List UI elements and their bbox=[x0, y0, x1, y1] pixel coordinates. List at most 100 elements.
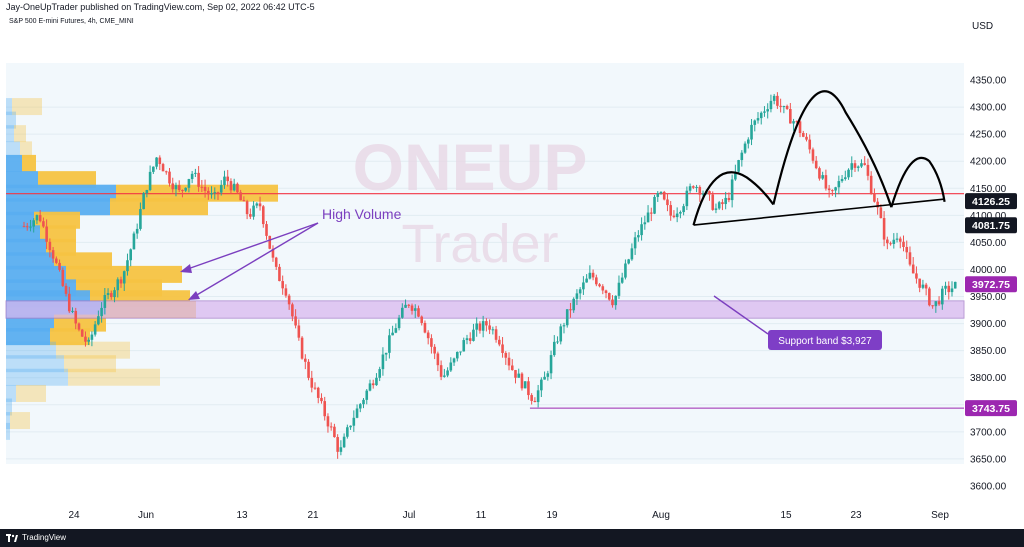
candle-body-5270 bbox=[223, 176, 226, 186]
candle-body-19550 bbox=[766, 109, 769, 112]
candle-body-11815 bbox=[472, 329, 475, 341]
candle-body-17680 bbox=[695, 186, 698, 188]
candle-body-23290 bbox=[908, 252, 912, 265]
candle-body-20825 bbox=[814, 160, 818, 169]
candle-body-22270 bbox=[869, 175, 873, 194]
candle-body-21590 bbox=[844, 177, 847, 179]
candle-body-595 bbox=[45, 226, 48, 242]
time-axis[interactable]: 24 Jun 13 21 Jul 11 19 Aug 15 23 Sep bbox=[68, 510, 949, 521]
candle-body-85 bbox=[25, 226, 29, 228]
candle-body-15725 bbox=[620, 277, 624, 283]
candle-body-23460 bbox=[915, 273, 918, 279]
candle-body-18700 bbox=[734, 171, 737, 180]
price-label-3: 3743.75 bbox=[972, 403, 1010, 415]
candle-body-15810 bbox=[624, 263, 627, 278]
candle-body-14195 bbox=[562, 325, 566, 327]
candle-body-3060 bbox=[139, 209, 142, 229]
candle-body-6120 bbox=[255, 203, 259, 206]
watermark-trader: Trader bbox=[401, 214, 558, 274]
candle-body-8925 bbox=[362, 399, 365, 405]
candle-body-4930 bbox=[210, 193, 213, 195]
y-tick-2: 4250.00 bbox=[970, 130, 1007, 141]
candle-body-5695 bbox=[239, 192, 242, 201]
candle-body-9945 bbox=[401, 307, 404, 318]
candle-body-11305 bbox=[452, 358, 456, 363]
candle-body-22440 bbox=[876, 201, 879, 208]
candle-body-19295 bbox=[756, 118, 760, 121]
price-axis[interactable]: USD4350.004300.004250.004200.004150.0041… bbox=[970, 21, 1007, 493]
candle-body-17170 bbox=[675, 213, 679, 218]
candle-body-510 bbox=[42, 221, 45, 227]
candle-body-14535 bbox=[575, 293, 579, 299]
candle-body-255 bbox=[32, 220, 36, 227]
candle-body-1190 bbox=[67, 293, 71, 312]
candle-body-20400 bbox=[798, 121, 802, 134]
price-label-bg-2 bbox=[965, 276, 1017, 293]
candle-body-10455 bbox=[420, 316, 424, 323]
candle-body-1955 bbox=[97, 316, 100, 325]
volume-bar-yellow-5 bbox=[38, 171, 96, 189]
volume-bar-blue-4 bbox=[6, 154, 22, 172]
volume-bar-yellow-9 bbox=[40, 225, 76, 243]
candle-body-22015 bbox=[860, 163, 863, 167]
volume-bar-yellow-11 bbox=[54, 252, 112, 270]
candle-body-5015 bbox=[213, 192, 217, 194]
y-tick-0: 4350.00 bbox=[970, 76, 1007, 87]
candle-body-23715 bbox=[924, 284, 928, 289]
candle-body-8245 bbox=[336, 437, 339, 452]
candle-body-16320 bbox=[643, 222, 647, 225]
candle-body-14960 bbox=[591, 272, 595, 278]
candle-body-9520 bbox=[384, 352, 388, 355]
candle-body-7735 bbox=[316, 387, 320, 398]
candle-body-12920 bbox=[514, 370, 517, 378]
volume-bar-yellow-17 bbox=[50, 328, 90, 346]
candle-body-4165 bbox=[181, 190, 184, 192]
candle-body-9010 bbox=[365, 390, 369, 400]
candle-body-13175 bbox=[523, 381, 527, 389]
candle-body-6035 bbox=[252, 205, 255, 217]
tradingview-footer: TradingView bbox=[0, 529, 1024, 547]
candle-body-3740 bbox=[164, 171, 168, 173]
candle-body-9690 bbox=[391, 332, 394, 336]
candle-body-1785 bbox=[90, 334, 94, 340]
candle-body-6800 bbox=[281, 281, 284, 289]
volume-bar-blue-20 bbox=[6, 368, 68, 386]
candle-body-18615 bbox=[730, 179, 734, 201]
candle-body-12325 bbox=[491, 329, 495, 331]
candle-body-5780 bbox=[242, 200, 246, 202]
volume-bar-yellow-2 bbox=[14, 125, 26, 143]
candle-body-19210 bbox=[753, 120, 757, 125]
candle-body-17425 bbox=[685, 190, 689, 207]
candle-body-22525 bbox=[879, 207, 883, 219]
candle-body-11135 bbox=[446, 370, 449, 376]
price-label-bg-0 bbox=[965, 193, 1017, 210]
candle-body-12665 bbox=[504, 352, 508, 358]
candle-body-14705 bbox=[582, 282, 585, 290]
candle-body-8500 bbox=[346, 427, 349, 437]
candle-body-11220 bbox=[449, 362, 453, 371]
volume-bar-yellow-19 bbox=[64, 355, 116, 373]
candle-body-9775 bbox=[394, 328, 398, 333]
volume-bar-yellow-3 bbox=[20, 141, 32, 159]
neckline bbox=[693, 198, 945, 226]
y-tick-13: 3700.00 bbox=[970, 427, 1007, 438]
candle-body-16830 bbox=[662, 191, 666, 200]
candle-body-5865 bbox=[245, 201, 249, 215]
candle-body-3230 bbox=[145, 189, 149, 194]
candle-body-13940 bbox=[552, 341, 556, 356]
candle-body-3570 bbox=[158, 157, 162, 165]
volume-bar-blue-10 bbox=[6, 238, 46, 256]
volume-bar-yellow-21 bbox=[16, 384, 46, 402]
candle-body-21845 bbox=[853, 163, 857, 168]
x-tick-2: 13 bbox=[236, 510, 248, 521]
candle-body-17340 bbox=[682, 206, 685, 213]
candle-body-7480 bbox=[307, 361, 310, 378]
candle-body-4590 bbox=[197, 172, 200, 187]
volume-bar-blue-18 bbox=[6, 341, 56, 359]
candle-body-24395 bbox=[950, 288, 954, 293]
candle-body-6460 bbox=[268, 235, 272, 249]
candle-body-8160 bbox=[333, 426, 336, 438]
candle-body-10370 bbox=[417, 308, 420, 317]
candle-body-23035 bbox=[898, 238, 902, 242]
